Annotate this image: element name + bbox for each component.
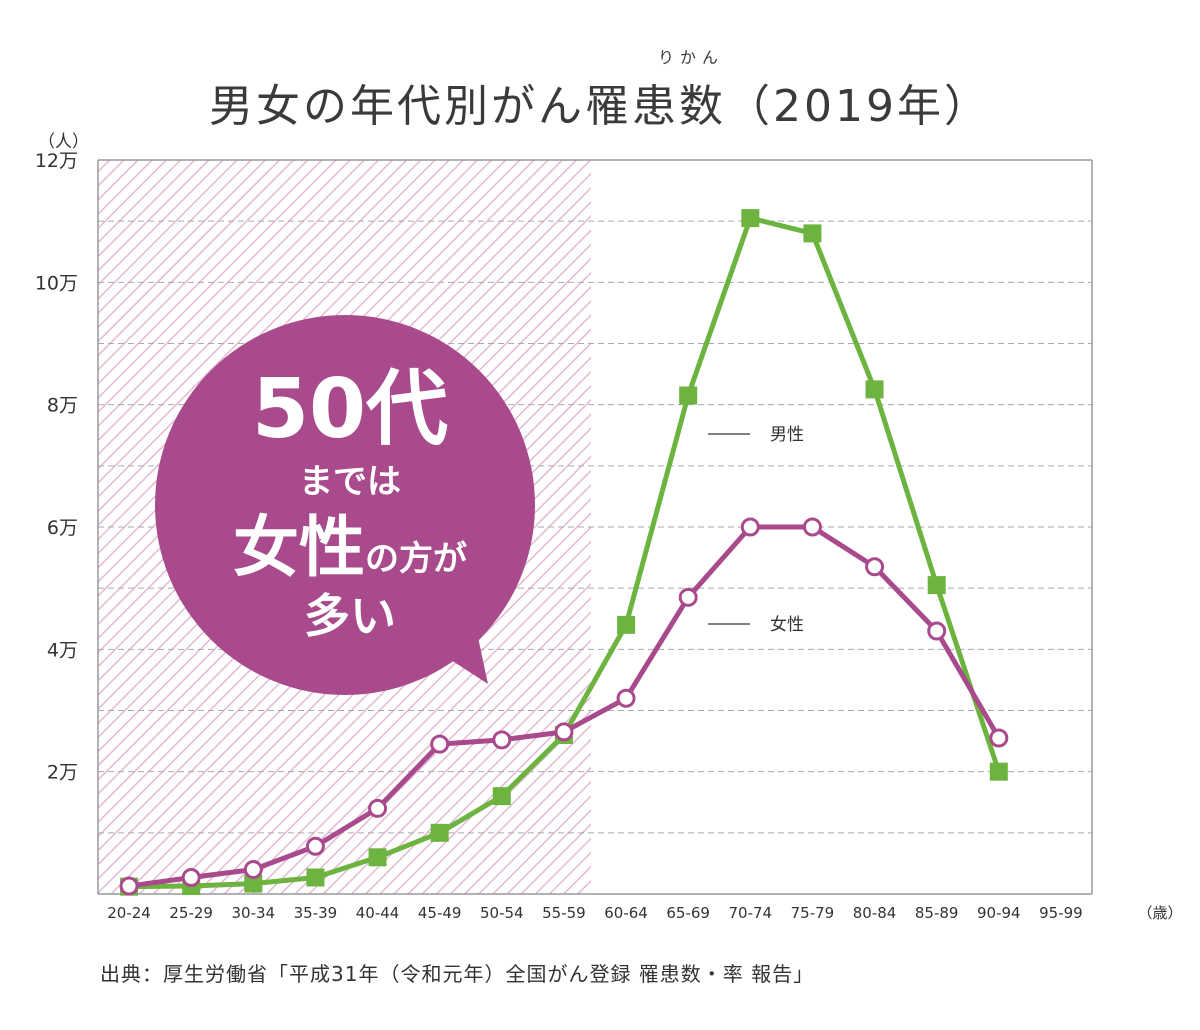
data-point-female (368, 798, 388, 818)
x-tick-label: 90-94 (977, 904, 1021, 922)
data-point-male (368, 848, 387, 867)
data-point-female (989, 728, 1009, 748)
data-point-female (616, 688, 636, 708)
data-point-female (119, 876, 139, 896)
data-point-female (430, 734, 450, 754)
x-tick-label: 40-44 (356, 904, 400, 922)
callout-line2: までは (299, 462, 401, 502)
x-tick-label: 35-39 (294, 904, 338, 922)
data-point-male (989, 762, 1008, 781)
chart-title-block: りかん 男女の年代別がん罹患数（2019年） (0, 40, 1200, 132)
data-point-female (865, 557, 885, 577)
data-point-female (181, 867, 201, 887)
callout-big-text: 女性 (233, 509, 365, 586)
x-tick-label: 70-74 (729, 904, 773, 922)
data-point-female (740, 517, 760, 537)
x-tick-label: 60-64 (604, 904, 648, 922)
data-point-male (741, 209, 760, 228)
title-ruby: りかん (658, 48, 725, 67)
data-point-male (306, 868, 325, 887)
y-tick-label: 2万 (47, 762, 78, 784)
x-tick-label: 65-69 (666, 904, 710, 922)
data-point-female (305, 836, 325, 856)
callout-line3: 女性の方が (180, 510, 520, 603)
x-tick-label: 45-49 (418, 904, 462, 922)
callout-bubble (155, 315, 535, 695)
data-point-female (243, 860, 263, 880)
y-axis-unit: （人） (38, 132, 89, 152)
y-tick-label: 10万 (35, 272, 78, 294)
source-note: 出典：厚生労働省「平成31年（令和元年）全国がん登録 罹患数・率 報告」 (100, 962, 815, 986)
x-tick-label: 80-84 (853, 904, 897, 922)
data-point-female (678, 587, 698, 607)
data-point-female (554, 722, 574, 742)
y-tick-label: 4万 (47, 639, 78, 661)
chart-title: 男女の年代別がん罹患数（2019年） (209, 81, 991, 132)
data-point-female (927, 621, 947, 641)
x-tick-label: 20-24 (107, 904, 151, 922)
y-tick-label: 12万 (35, 150, 78, 172)
data-point-male (865, 380, 884, 399)
x-axis-unit: （歳） (1137, 904, 1182, 922)
data-point-male (617, 615, 636, 634)
data-point-male (430, 823, 449, 842)
data-point-male (803, 224, 822, 243)
x-tick-label: 85-89 (915, 904, 959, 922)
data-point-male (244, 874, 263, 893)
data-point-male (927, 576, 946, 595)
callout-small-text: の方が (365, 539, 467, 579)
x-tick-label: 30-34 (232, 904, 276, 922)
x-tick-label: 75-79 (791, 904, 835, 922)
data-point-female (492, 730, 512, 750)
data-point-male (492, 787, 511, 806)
y-tick-label: 8万 (47, 395, 78, 417)
x-tick-label: 25-29 (169, 904, 213, 922)
x-tick-label: 95-99 (1039, 904, 1083, 922)
x-tick-label: 50-54 (480, 904, 524, 922)
series-label-female: 女性 (770, 615, 804, 635)
y-tick-label: 6万 (47, 517, 78, 539)
x-tick-label: 55-59 (542, 904, 586, 922)
data-point-female (802, 517, 822, 537)
series-label-male: 男性 (770, 425, 804, 445)
callout-line1: 50代 (251, 362, 449, 457)
data-point-male (679, 386, 698, 405)
callout-line4: 多い (304, 589, 396, 643)
